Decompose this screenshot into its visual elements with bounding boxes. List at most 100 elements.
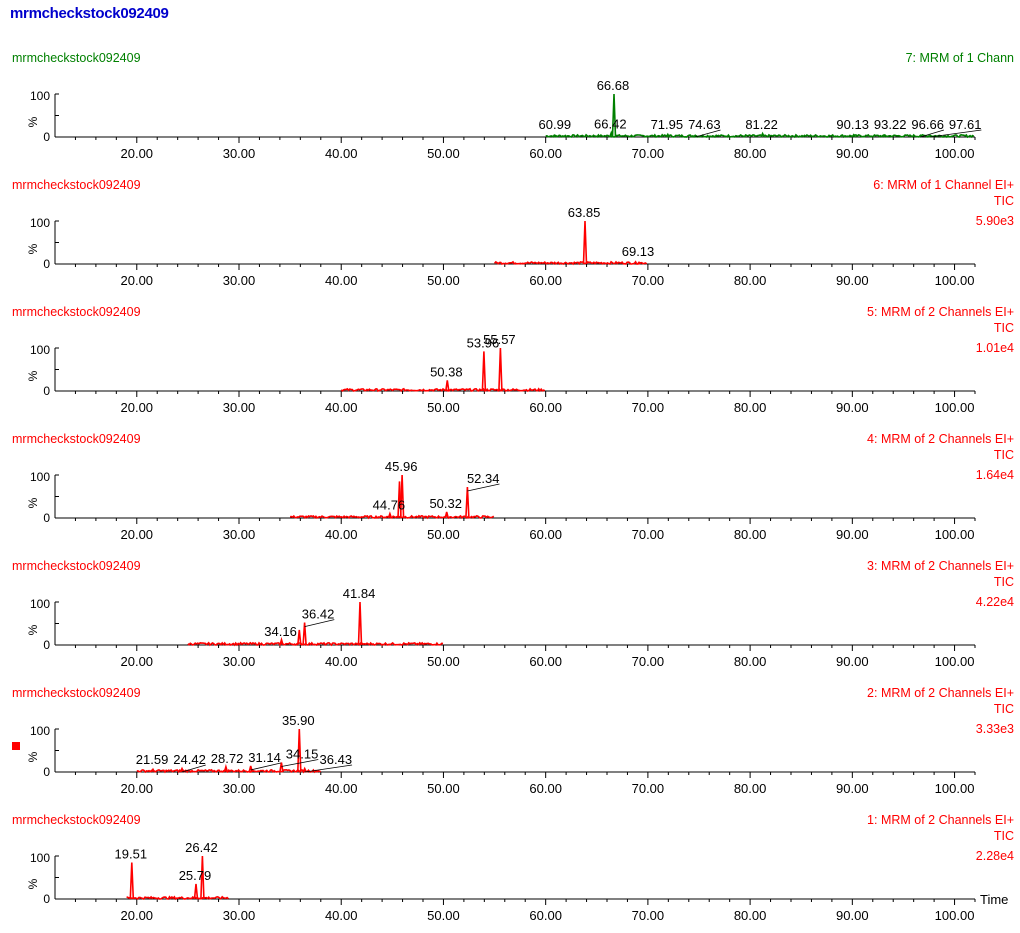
panel-sample-name: mrmcheckstock092409	[12, 686, 141, 700]
peak-label: 60.99	[539, 117, 572, 132]
x-tick-label: 20.00	[121, 400, 154, 415]
trace-peak	[193, 883, 199, 900]
peak-label: 71.95	[651, 117, 684, 132]
y-axis-label: %	[26, 370, 40, 381]
panel-intensity-label: 1.01e4	[976, 341, 1014, 355]
peak-leader	[181, 764, 206, 773]
peak-label: 36.43	[320, 752, 353, 767]
x-tick-label: 100.00	[935, 908, 975, 923]
y-tick-label-100: 100	[30, 343, 50, 357]
trace-peak	[636, 261, 642, 265]
selection-marker[interactable]	[12, 742, 20, 750]
trace-baseline	[187, 641, 444, 647]
x-tick-label: 90.00	[836, 273, 869, 288]
peak-label: 50.32	[429, 496, 462, 511]
trace-peak	[760, 131, 765, 138]
peak-leader	[920, 129, 945, 138]
trace-peak	[399, 474, 405, 519]
trace-peak	[200, 855, 205, 900]
trace-peak	[302, 622, 307, 646]
x-tick-label: 40.00	[325, 400, 358, 415]
y-axis-label: %	[26, 116, 40, 127]
x-tick-label: 60.00	[529, 527, 562, 542]
trace-peak	[297, 728, 302, 773]
panel-sample-name: mrmcheckstock092409	[12, 51, 141, 65]
x-tick-label: 30.00	[223, 781, 256, 796]
panel-function-label: 7: MRM of 1 Chann	[906, 51, 1014, 65]
trace-peak	[851, 133, 856, 138]
x-tick-label: 20.00	[121, 654, 154, 669]
y-tick-label-0: 0	[43, 257, 50, 271]
panel-intensity-label: 1.64e4	[976, 468, 1014, 482]
x-tick-label: 30.00	[223, 908, 256, 923]
trace-peak	[553, 134, 558, 138]
y-tick-label-100: 100	[30, 216, 50, 230]
trace-peak	[357, 601, 363, 646]
peak-leader	[930, 129, 982, 138]
peak-label: 21.59	[136, 752, 169, 767]
y-axis-label: %	[26, 751, 40, 762]
x-tick-label: 50.00	[427, 146, 460, 161]
trace-peak	[223, 763, 229, 773]
x-tick-label: 30.00	[223, 527, 256, 542]
panel-intensity-label: 3.33e3	[976, 722, 1014, 736]
chromatogram-panel-5: mrmcheckstock092409 5: MRM of 2 Channels …	[12, 305, 1014, 415]
x-tick-label: 70.00	[632, 400, 665, 415]
peak-label: 28.72	[211, 751, 244, 766]
x-tick-label: 40.00	[325, 273, 358, 288]
trace-peak	[928, 134, 933, 138]
y-tick-label-0: 0	[43, 638, 50, 652]
peak-label: 81.22	[745, 117, 778, 132]
trace-baseline	[340, 387, 546, 393]
panel-intensity-label: 2.28e4	[976, 849, 1014, 863]
x-tick-label: 90.00	[836, 781, 869, 796]
peak-label: 35.90	[282, 713, 315, 728]
x-tick-label: 90.00	[836, 908, 869, 923]
x-tick-label: 40.00	[325, 527, 358, 542]
trace-peak	[297, 629, 302, 646]
peak-label: 44.76	[373, 498, 406, 513]
x-tick-label: 30.00	[223, 146, 256, 161]
panel-function-label: 5: MRM of 2 Channels EI+	[867, 305, 1014, 319]
panel-mode-label: TIC	[994, 575, 1014, 589]
y-tick-label-0: 0	[43, 765, 50, 779]
peak-label: 45.96	[385, 459, 418, 474]
trace-baseline	[290, 514, 495, 520]
trace-peak	[445, 380, 450, 392]
x-tick-label: 50.00	[427, 781, 460, 796]
peak-label: 63.85	[568, 205, 601, 220]
trace-peak	[444, 511, 449, 519]
panel-sample-name: mrmcheckstock092409	[12, 178, 141, 192]
x-tick-label: 100.00	[935, 273, 975, 288]
peak-label: 19.51	[115, 846, 148, 861]
trace-peak	[611, 93, 617, 138]
peak-leader	[281, 759, 319, 767]
x-tick-label: 40.00	[325, 781, 358, 796]
x-tick-label: 60.00	[529, 654, 562, 669]
trace-peak	[883, 134, 888, 138]
peak-leader	[250, 762, 281, 771]
x-tick-label: 80.00	[734, 146, 767, 161]
peak-label: 25.79	[179, 868, 212, 883]
x-tick-label: 80.00	[734, 654, 767, 669]
peak-label: 31.14	[248, 750, 281, 765]
trace-peak	[465, 486, 470, 519]
trace-peak	[481, 351, 487, 392]
chromatogram-panel-4: mrmcheckstock092409 4: MRM of 2 Channels …	[12, 432, 1014, 542]
x-tick-label: 90.00	[836, 400, 869, 415]
x-tick-label: 50.00	[427, 654, 460, 669]
y-tick-label-0: 0	[43, 130, 50, 144]
peak-label: 66.42	[594, 117, 627, 132]
peak-label: 69.13	[622, 244, 655, 259]
x-tick-label: 60.00	[529, 781, 562, 796]
x-tick-label: 80.00	[734, 781, 767, 796]
x-tick-label: 20.00	[121, 908, 154, 923]
panel-sample-name: mrmcheckstock092409	[12, 559, 141, 573]
x-tick-label: 20.00	[121, 781, 154, 796]
peak-leader	[304, 619, 335, 628]
peak-label: 24.42	[173, 752, 206, 767]
x-tick-label: 70.00	[632, 654, 665, 669]
x-tick-label: 30.00	[223, 654, 256, 669]
panel-mode-label: TIC	[994, 829, 1014, 843]
x-tick-label: 20.00	[121, 527, 154, 542]
